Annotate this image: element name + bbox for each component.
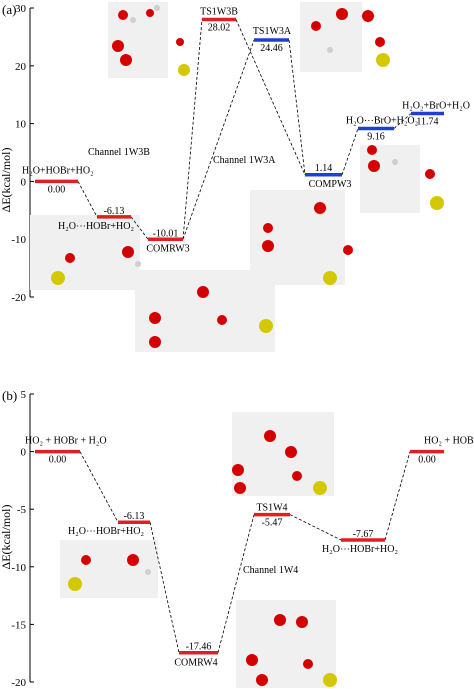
- panel-a-levels: 0.00 H₂O+HOBr+HO₂ -6.13 H₂O⋯HOBr+HO₂ -10.01 C…: [22, 6, 470, 254]
- b-connector: [384, 451, 411, 541]
- a-level-value: 28.02: [208, 22, 231, 33]
- channel-label-1w3a: Channel 1W3A: [213, 155, 276, 166]
- a-level-value: 24.46: [260, 43, 283, 54]
- b-level-name: COMRW4: [174, 658, 217, 669]
- a-ytick-label: -10: [11, 234, 26, 246]
- a-level-value: 1.14: [315, 163, 333, 174]
- b-connector: [79, 451, 119, 523]
- b-connector: [217, 514, 255, 653]
- a-level-name: COMPW3: [309, 179, 352, 190]
- molecule-images-b: [60, 412, 337, 688]
- a-connector: [182, 19, 203, 240]
- b-ytick-label: -10: [11, 562, 26, 574]
- panel-b-ylabel: ΔE(kcal/mol): [0, 504, 13, 569]
- panel-a: (a) ΔE(kcal/mol) -20 -10 0 10 20 30: [0, 2, 470, 352]
- b-level-value: -7.67: [353, 529, 374, 540]
- b-level-name: H₂O⋯HOBr+HO₂: [68, 526, 144, 537]
- b-ytick-label: -20: [11, 677, 26, 689]
- a-level-name: H₂O⋯HOBr+HO₂: [58, 221, 134, 232]
- panel-b-label: (b): [2, 388, 17, 403]
- panel-b-connectors: [79, 451, 411, 653]
- b-level-name: TS1W4: [256, 503, 287, 514]
- a-connector: [235, 19, 306, 175]
- b-level-value: -5.47: [262, 518, 283, 529]
- b-connector: [289, 514, 342, 541]
- b-level-value: 0.00: [418, 455, 436, 466]
- a-level-value: 0.00: [48, 184, 66, 195]
- a-ytick-label: -20: [11, 292, 26, 304]
- b-level-value: 0.00: [49, 455, 67, 466]
- b-level-value: -6.13: [124, 511, 145, 522]
- a-level-value: -10.01: [153, 228, 179, 239]
- panel-a-ylabel: ΔE(kcal/mol): [0, 147, 13, 212]
- a-connector: [288, 39, 306, 175]
- a-connector: [77, 181, 98, 218]
- a-level-name: TS1W3B: [200, 6, 238, 17]
- b-ytick-label: -15: [11, 619, 26, 631]
- b-level-name: HO₂ + HOBr + H₂O: [424, 436, 474, 447]
- a-ytick-label: 0: [21, 176, 27, 188]
- b-connector: [149, 522, 180, 653]
- a-ytick-label: 10: [15, 119, 27, 131]
- panel-a-label: (a): [2, 2, 16, 17]
- molecule-images-a: [30, 2, 444, 352]
- b-ytick-label: 5: [21, 389, 27, 401]
- b-level-name: H₂O⋯HOBr+HO₂: [322, 544, 398, 555]
- b-level-name: HO₂ + HOBr + H₂O: [25, 436, 107, 447]
- a-level-name: H₂O⋯BrO+H₂O₂: [346, 115, 418, 126]
- a-level-value: 11.74: [416, 117, 438, 128]
- a-level-value: -6.13: [104, 206, 125, 217]
- a-connector: [393, 113, 412, 129]
- b-ytick-label: 0: [21, 447, 27, 459]
- b-ytick-label: -5: [17, 504, 27, 516]
- panel-b: (b) ΔE(kcal/mol) -20 -15 -10 -5 0 5 0.00 HO₂ +…: [0, 388, 474, 689]
- a-connector: [182, 39, 255, 240]
- a-level-value: 9.16: [367, 131, 385, 142]
- b-level-value: -17.46: [186, 642, 212, 653]
- channel-label-1w4: Channel 1W4: [243, 565, 298, 576]
- a-level-name: H₂O₂+BrO+H₂O: [402, 101, 470, 112]
- a-ytick-label: 30: [15, 3, 27, 15]
- a-connector: [341, 128, 359, 175]
- a-level-name: TS1W3A: [253, 26, 292, 37]
- a-level-name: H₂O+HOBr+HO₂: [22, 165, 94, 176]
- panel-a-connectors: [77, 19, 412, 240]
- panel-b-ticks: -20 -15 -10 -5 0 5: [11, 389, 34, 689]
- a-ytick-label: 20: [15, 61, 27, 73]
- panel-b-levels: 0.00 HO₂ + HOBr + H₂O -6.13 H₂O⋯HOBr+HO₂ -17…: [25, 436, 474, 669]
- channel-label-1w3b: Channel 1W3B: [88, 147, 150, 158]
- a-level-name: COMRW3: [146, 243, 189, 254]
